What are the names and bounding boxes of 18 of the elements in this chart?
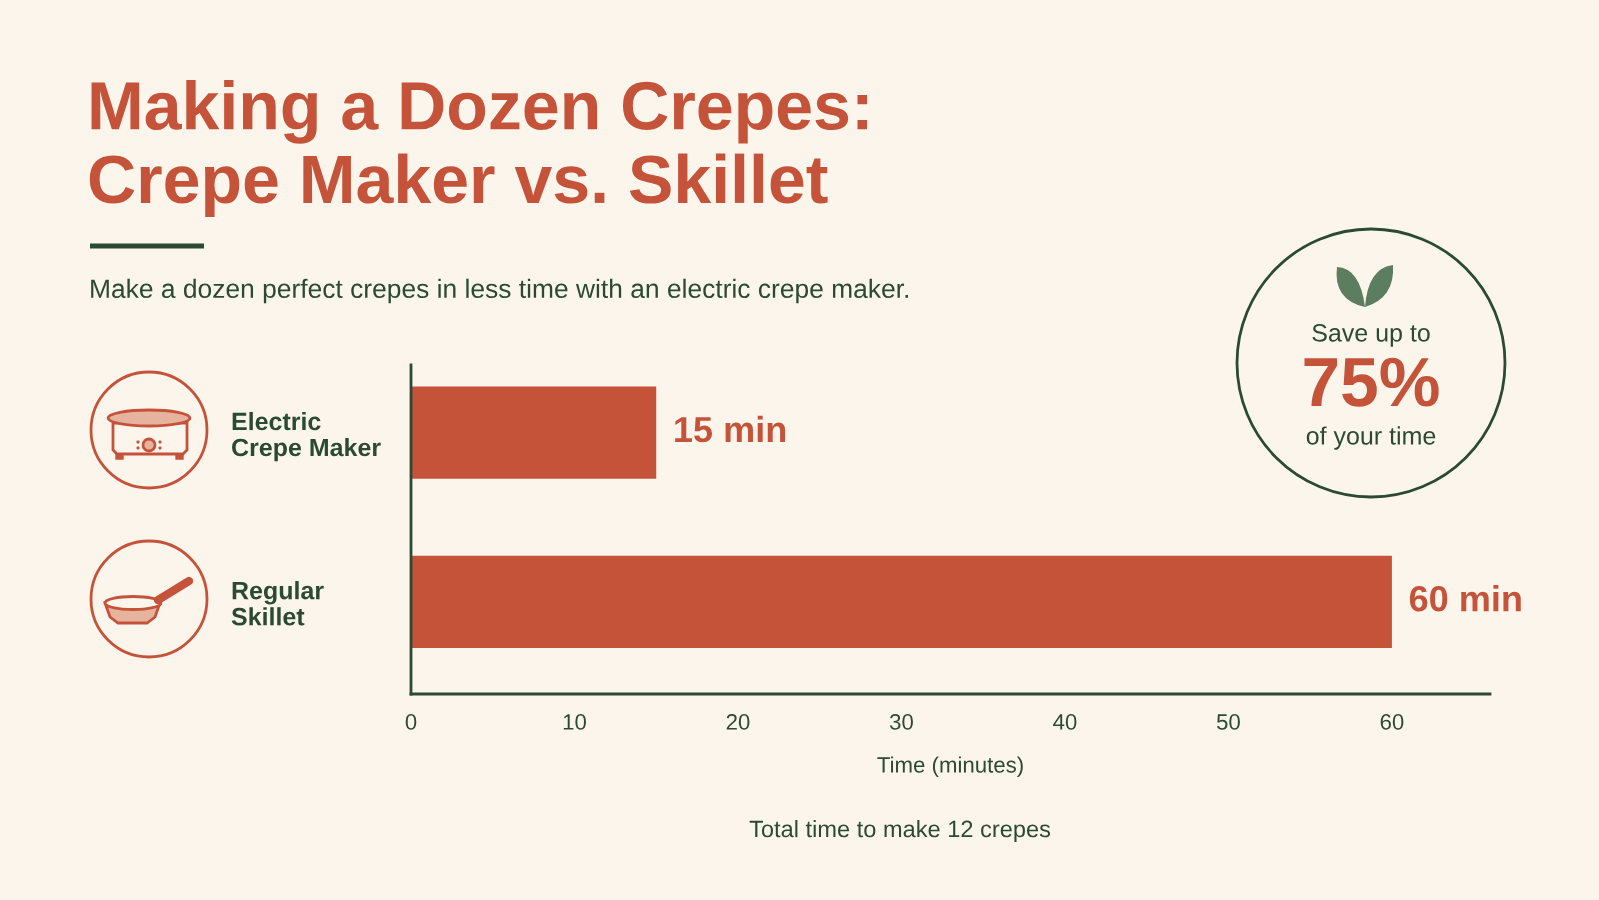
y-tick-label: Regular Skillet bbox=[231, 581, 324, 626]
data-label: 15 min bbox=[675, 415, 786, 443]
data-label: 60 min bbox=[1409, 584, 1521, 612]
annotation: 75% bbox=[1304, 357, 1439, 407]
text: Save up to bbox=[1312, 324, 1430, 347]
annotation: of your time bbox=[1306, 426, 1436, 450]
chart-title: Making a Dozen Crepes: Crepe Maker vs. Skillet bbox=[89, 80, 868, 218]
x-tick-label: 0 bbox=[405, 714, 417, 730]
chart-subtitle: Make a dozen perfect crepes in less time with an electric crepe maker. bbox=[91, 278, 908, 304]
text: Total time to make 12 crepes bbox=[749, 819, 1051, 843]
x-tick-label: 40 bbox=[1053, 714, 1077, 730]
x-axis-title: Time (minutes) bbox=[877, 756, 1023, 778]
x-tick-label: 10 bbox=[563, 714, 586, 730]
x-tick-label: 50 bbox=[1216, 714, 1240, 730]
x-tick-label: 30 bbox=[889, 714, 913, 730]
x-tick-label: 20 bbox=[726, 714, 750, 730]
y-tick-label: Electric Crepe Maker bbox=[232, 411, 381, 462]
x-tick-label: 60 bbox=[1380, 714, 1404, 730]
